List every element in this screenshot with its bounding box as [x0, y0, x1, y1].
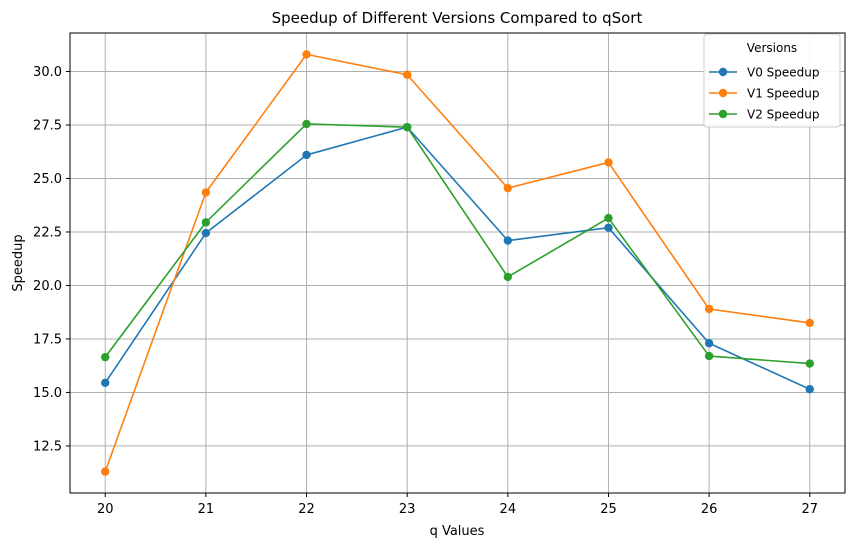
series-line-v1-speedup	[104, 53, 810, 472]
x-tick-label: 20	[97, 502, 114, 517]
data-point-v0-speedup	[805, 385, 814, 394]
x-tick-label: 27	[801, 502, 818, 517]
y-axis-label: Speedup	[11, 234, 26, 291]
data-point-v1-speedup	[101, 467, 110, 476]
legend-entry-v0-speedup: V0 Speedup	[747, 66, 820, 80]
y-tick-label: 12.5	[33, 439, 62, 454]
axis-ticks: 20 21 22 23 24 25 26 27 12.5 15.0 17.5 20.0 22.5 25.0…	[33, 65, 818, 517]
data-point-v2-speedup	[302, 119, 311, 129]
series-layer	[101, 50, 814, 476]
y-tick-label: 20.0	[33, 279, 62, 294]
data-point-v1-speedup	[402, 70, 412, 79]
data-point-v0-speedup	[201, 228, 211, 238]
x-axis-label: q Values	[430, 524, 485, 539]
legend-swatch-marker	[718, 109, 728, 119]
x-tick-label: 22	[298, 502, 315, 517]
series-line-v0-speedup	[104, 126, 811, 390]
series-v0-speedup	[101, 122, 814, 394]
data-point-v0-speedup	[302, 150, 311, 160]
series-v2-speedup	[101, 119, 814, 368]
plot-frame	[69, 32, 846, 494]
y-tick-label: 25.0	[33, 172, 62, 187]
data-point-v1-speedup	[302, 50, 311, 59]
data-point-v0-speedup	[101, 378, 110, 388]
data-point-v2-speedup	[604, 213, 613, 223]
data-point-v0-speedup	[704, 339, 714, 348]
x-tick-label: 26	[701, 502, 718, 517]
data-point-v2-speedup	[805, 359, 814, 368]
chart-title: Speedup of Different Versions Compared t…	[272, 9, 643, 27]
legend-entry-v1-speedup: V1 Speedup	[747, 87, 820, 101]
data-point-v1-speedup	[805, 318, 814, 328]
y-tick-label: 15.0	[33, 386, 62, 401]
data-point-v0-speedup	[503, 236, 513, 245]
x-tick-label: 21	[198, 502, 215, 517]
data-point-v2-speedup	[402, 122, 412, 132]
legend-swatch-marker	[718, 88, 728, 98]
legend-title: Versions	[747, 41, 797, 55]
data-point-v2-speedup	[201, 218, 211, 227]
data-point-v2-speedup	[704, 351, 714, 361]
legend-box	[703, 33, 841, 128]
y-tick-label: 22.5	[33, 225, 62, 240]
data-point-v1-speedup	[503, 183, 513, 193]
legend-entry-v2-speedup: V2 Speedup	[747, 108, 820, 122]
data-point-v1-speedup	[704, 304, 714, 314]
data-point-v2-speedup	[503, 272, 513, 282]
series-v1-speedup	[101, 50, 814, 476]
y-tick-label: 17.5	[33, 332, 62, 347]
data-point-v2-speedup	[101, 352, 110, 362]
y-tick-label: 27.5	[33, 119, 62, 134]
data-point-v1-speedup	[604, 158, 613, 167]
x-tick-label: 24	[500, 502, 517, 517]
data-point-v1-speedup	[201, 188, 211, 197]
data-point-v0-speedup	[604, 223, 613, 232]
x-tick-label: 25	[600, 502, 617, 517]
legend: Versions V0 Speedup V1 Speedup V2 Speedup	[703, 33, 841, 128]
y-tick-label: 30.0	[33, 65, 62, 80]
legend-swatch-marker	[718, 67, 728, 77]
series-line-v2-speedup	[104, 123, 810, 365]
x-tick-label: 23	[399, 502, 416, 517]
